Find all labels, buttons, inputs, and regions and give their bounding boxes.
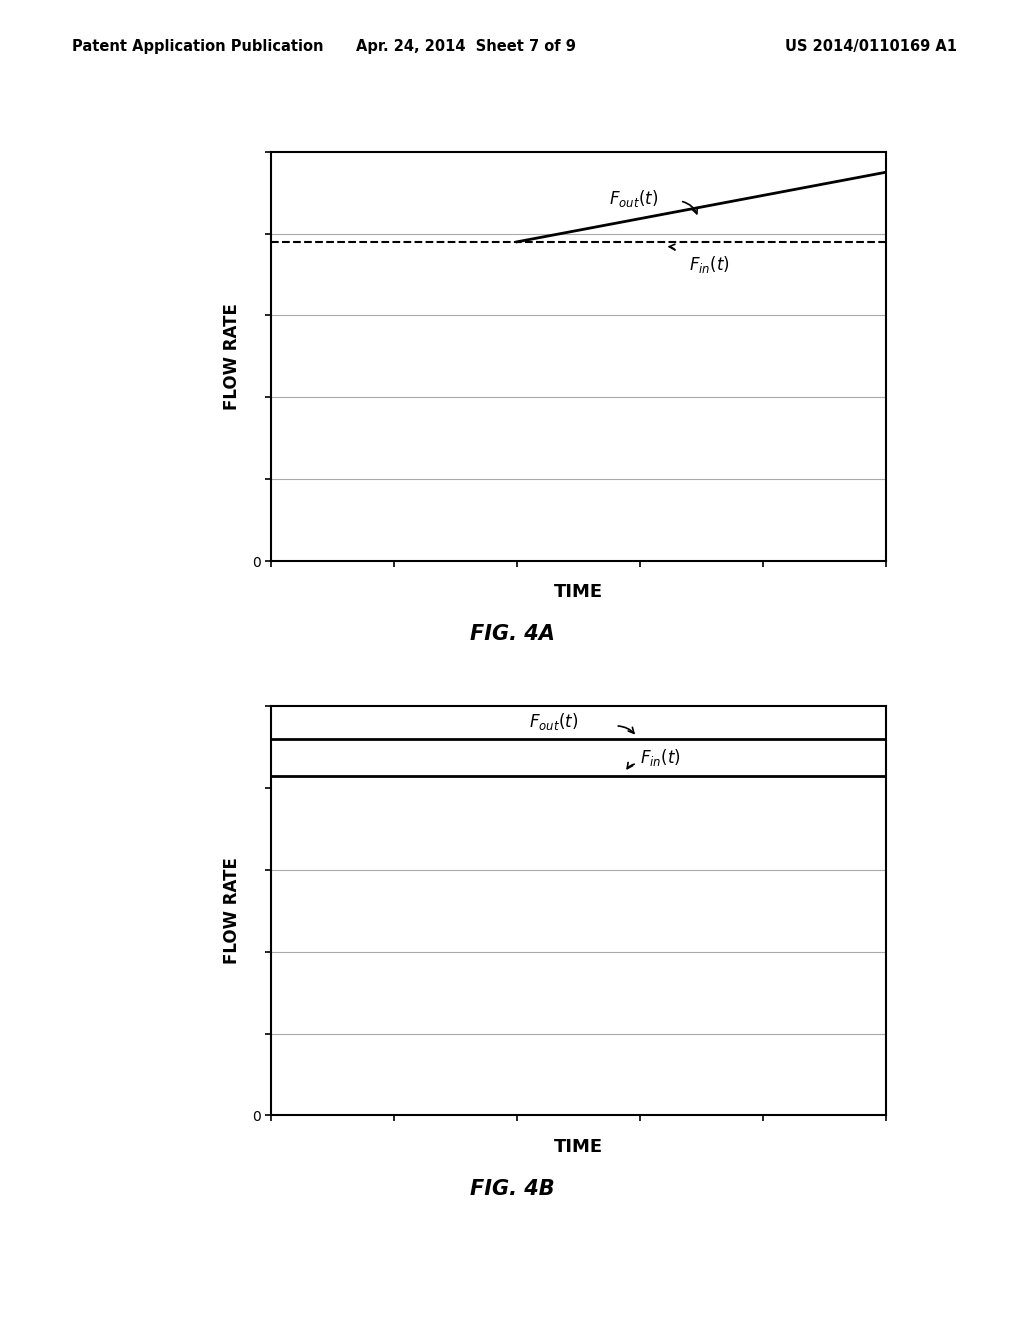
Text: FIG. 4B: FIG. 4B <box>470 1179 554 1199</box>
Text: US 2014/0110169 A1: US 2014/0110169 A1 <box>785 40 957 54</box>
Text: Apr. 24, 2014  Sheet 7 of 9: Apr. 24, 2014 Sheet 7 of 9 <box>356 40 575 54</box>
Text: TIME: TIME <box>554 583 603 602</box>
Y-axis label: FLOW RATE: FLOW RATE <box>223 858 241 964</box>
Y-axis label: FLOW RATE: FLOW RATE <box>223 304 241 409</box>
Text: $\it{F}$$_{\it{in}}$$\it{(t)}$: $\it{F}$$_{\it{in}}$$\it{(t)}$ <box>640 747 681 768</box>
Text: $\it{F}$$_{\it{in}}$$\it{(t)}$: $\it{F}$$_{\it{in}}$$\it{(t)}$ <box>689 253 730 275</box>
Text: TIME: TIME <box>554 1138 603 1156</box>
Text: FIG. 4A: FIG. 4A <box>470 624 554 644</box>
Text: $\it{F}$$_{\it{out}}$$\it{(t)}$: $\it{F}$$_{\it{out}}$$\it{(t)}$ <box>529 711 579 733</box>
Text: Patent Application Publication: Patent Application Publication <box>72 40 324 54</box>
Text: $\it{F}$$_{\it{out}}$$\it{(t)}$: $\it{F}$$_{\it{out}}$$\it{(t)}$ <box>609 189 658 210</box>
